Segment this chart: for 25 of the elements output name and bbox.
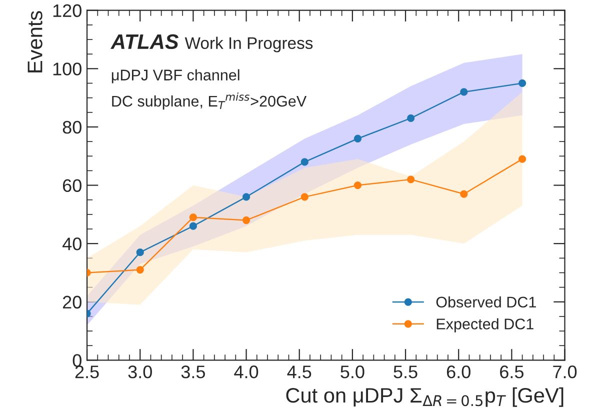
legend-label: Observed DC1 [436,296,536,308]
y-tick-label: 20 [62,296,82,309]
x-axis-title: Cut on μDPJ Σ$_{ΔR=0.5}$p$_{T}$ [GeV] [286,387,564,407]
x-tick-label: 4.5 [287,366,312,378]
x-tick-label: 4.0 [234,366,258,378]
x-tick-label: 3.0 [128,366,152,378]
y-tick-label: 0 [72,354,82,367]
x-tick-label: 6.5 [500,366,524,378]
y-tick-label: 40 [62,238,82,250]
x-tick-label: 2.5 [75,366,99,378]
annotation: DC subplane, E$_{T}$$^{miss}$>20GeV [112,92,307,110]
x-tick-label: 5.5 [394,366,418,378]
legend-label: Expected DC1 [436,318,534,332]
x-tick-label: 6.0 [446,366,470,378]
x-tick-label: 3.5 [181,366,205,378]
y-tick-label: 60 [63,179,82,192]
annotation: μDPJ VBF channel [112,69,240,84]
y-tick-label: 120 [53,4,82,18]
y-axis-title: Events [28,11,42,72]
y-tick-label: 80 [62,120,82,134]
y-tick-label: 100 [53,62,82,76]
annotation: ATLAS [110,34,179,50]
x-tick-label: 7.0 [553,366,577,378]
annotation: Work In Progress [184,36,313,52]
x-tick-label: 5.0 [340,366,364,378]
